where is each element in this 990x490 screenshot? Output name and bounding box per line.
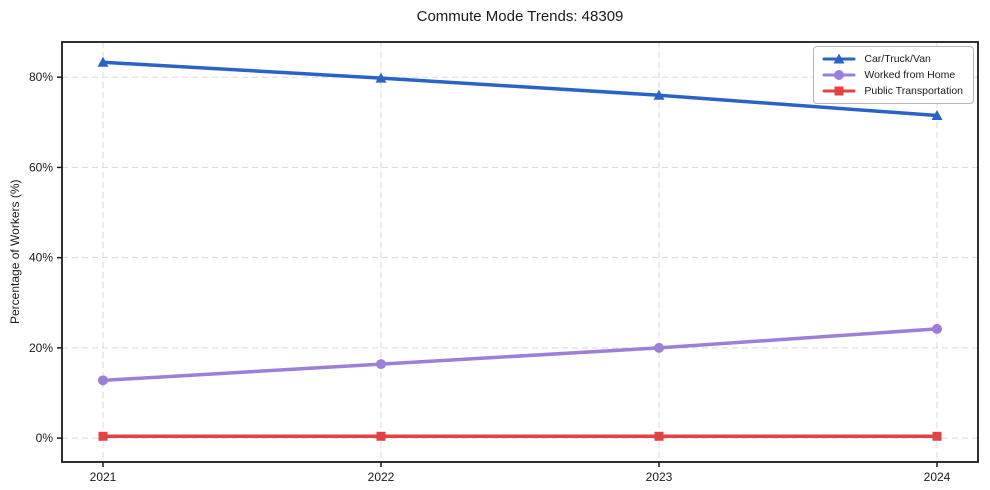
x-tick-label: 2022 (368, 470, 395, 484)
x-tick-label: 2021 (90, 470, 117, 484)
legend-square-marker-icon (822, 86, 856, 96)
y-tick-label: 40% (29, 251, 53, 265)
legend-label: Car/Truck/Van (864, 53, 931, 65)
legend-sample-marker (834, 70, 845, 80)
legend-sample-marker (834, 86, 844, 96)
y-tick-label: 20% (29, 341, 53, 355)
legend-circle-marker-icon (822, 70, 856, 80)
data-point-car-truck-van-2024 (931, 110, 943, 121)
data-point-car-truck-van-2021 (97, 56, 109, 67)
data-point-worked-from-home-2022 (376, 359, 386, 370)
x-tick-label: 2023 (646, 470, 673, 484)
legend-sample-marker (833, 53, 845, 64)
data-point-car-truck-van-2023 (653, 89, 665, 100)
data-point-worked-from-home-2024 (932, 323, 942, 334)
data-point-public-transportation-2023 (654, 431, 664, 441)
legend-label: Worked from Home (864, 69, 956, 81)
y-tick-label: 60% (29, 160, 53, 174)
legend-item-worked-from-home: Worked from Home (822, 69, 963, 81)
data-point-public-transportation-2022 (376, 431, 386, 441)
legend-item-car-truck-van: Car/Truck/Van (822, 53, 963, 65)
data-point-worked-from-home-2021 (98, 375, 108, 386)
data-point-public-transportation-2024 (932, 431, 942, 441)
legend-label: Public Transportation (864, 85, 963, 97)
y-tick-label: 80% (29, 70, 53, 84)
legend-triangle-marker-icon (822, 53, 856, 64)
legend-item-public-transportation: Public Transportation (822, 85, 963, 97)
x-tick-label: 2024 (924, 470, 951, 484)
legend: Car/Truck/Van Worked from Home Public Tran… (813, 46, 974, 104)
series-line-worked-from-home (101, 327, 939, 383)
chart-title: Commute Mode Trends: 48309 (416, 8, 624, 25)
data-point-worked-from-home-2023 (654, 342, 664, 353)
axes-frame (61, 41, 979, 463)
series-line-car-truck-van (101, 60, 939, 118)
y-tick-label: 0% (36, 431, 54, 445)
data-point-car-truck-van-2022 (375, 72, 387, 83)
y-axis-label: Percentage of Workers (%) (8, 179, 22, 325)
data-point-public-transportation-2021 (98, 431, 108, 441)
